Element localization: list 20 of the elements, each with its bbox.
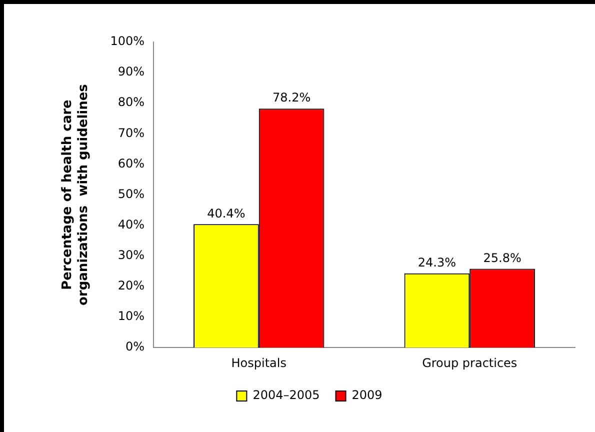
data-label: 78.2% [272,90,311,105]
data-label: 40.4% [207,206,246,220]
y-tick-label: 40% [118,217,145,232]
y-tick-label: 90% [118,64,145,79]
y-tick-label: 50% [118,186,145,201]
x-tick-label: Group practices [422,356,518,370]
y-axis-title: Percentage of health care organizations with guidelines [60,84,91,306]
data-label: 25.8% [483,250,522,265]
y-tick-label: 60% [118,156,145,170]
data-label: 24.3% [418,255,456,270]
y-tick-label: 70% [118,126,145,140]
legend-label: 2004–2005 [252,388,320,402]
y-tick-label: 80% [118,95,145,110]
legend-label: 2009 [352,388,382,402]
y-tick-label: 0% [125,340,145,354]
y-tick-label: 10% [118,309,145,324]
x-tick-label: Hospitals [231,356,286,370]
y-tick-label: 20% [118,278,145,293]
y-tick-label: 30% [118,248,145,262]
y-tick-label: 100% [110,34,145,48]
